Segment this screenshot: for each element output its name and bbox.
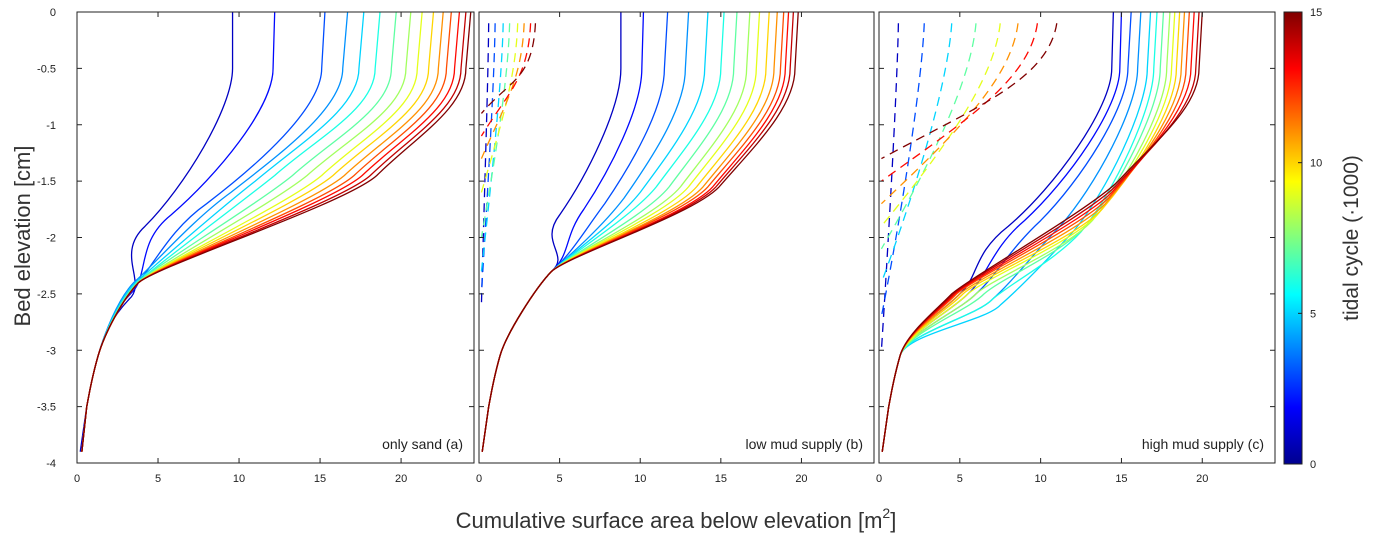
panel-1: 0 5 10 15 20 0 -0.5 -1 -1.5 -2 -2.5 -3 -3.5 -4 only sa… [37, 7, 475, 485]
series-line-15 [81, 11, 472, 452]
y-tick-label: -4 [46, 458, 56, 470]
series-line-3 [481, 11, 669, 452]
y-tick-label: -2 [46, 233, 56, 245]
series-line-12 [881, 11, 1190, 452]
colorbar-tick-label: 10 [1310, 158, 1322, 170]
panels: 0 5 10 15 20 0 -0.5 -1 -1.5 -2 -2.5 -3 -3.5 -4 only sa… [37, 7, 1276, 485]
x-tick-label: 20 [395, 473, 407, 485]
series-line-8 [481, 11, 751, 452]
series-line-12 [81, 11, 452, 452]
x-tick-label: 0 [876, 473, 882, 485]
series-line-5 [81, 11, 365, 452]
y-tick-label: -3.5 [37, 402, 56, 414]
dashed-series-line-7 [880, 23, 977, 250]
x-axis-title-superscript: 2 [882, 505, 890, 521]
series-line-3 [881, 11, 1132, 452]
x-tick-label: 10 [1035, 473, 1047, 485]
colorbar-title: tidal cycle (·1000) [1340, 155, 1363, 321]
y-tick-label: -0.5 [37, 63, 56, 75]
series-line-4 [81, 11, 349, 452]
series-line-6 [481, 11, 725, 452]
x-tick-label: 20 [1196, 473, 1208, 485]
series-line-11 [81, 11, 444, 452]
dashed-series-line-1 [480, 23, 490, 306]
series-line-4 [881, 11, 1142, 452]
series-line-2 [481, 11, 645, 452]
dashed-series-line-11 [480, 23, 525, 159]
dashed-series-line-1 [880, 23, 900, 351]
series-line-1 [79, 12, 234, 452]
x-tick-label: 15 [314, 473, 326, 485]
series-line-6 [881, 11, 1158, 452]
y-tick-label: 0 [50, 7, 56, 19]
panel-label: high mud supply (c) [1142, 436, 1264, 452]
series-line-14 [881, 11, 1200, 452]
series-line-10 [881, 11, 1181, 452]
dashed-series-line-9 [880, 23, 1001, 227]
colorbar-tick-label: 5 [1310, 308, 1316, 320]
series-line-15 [881, 11, 1203, 452]
x-tick-label: 5 [155, 473, 161, 485]
series-line-15 [481, 11, 799, 452]
x-axis-title: Cumulative surface area below elevation … [456, 505, 897, 533]
dashed-series-line-13 [480, 23, 532, 137]
series-line-7 [881, 11, 1165, 452]
series-line-7 [481, 11, 738, 452]
colorbar-tick-label: 15 [1310, 7, 1322, 19]
x-tick-label: 5 [557, 473, 563, 485]
dashed-series-line-5 [480, 23, 504, 272]
y-tick-label: -1.5 [37, 176, 56, 188]
colorbar: 0 5 10 15 [1283, 7, 1322, 471]
x-axis-title-close: ] [890, 508, 896, 533]
series-line-5 [481, 11, 709, 452]
panel-2: 0 5 10 15 20 low mud supply (b) [476, 11, 875, 485]
series-line-8 [81, 11, 412, 452]
y-tick-label: -3 [46, 345, 56, 357]
dashed-series-line-15 [480, 23, 537, 114]
colorbar-gradient [1283, 11, 1303, 465]
x-tick-label: 5 [957, 473, 963, 485]
series-line-14 [481, 11, 795, 452]
panel-frame [478, 11, 875, 464]
panel-3: 0 5 10 15 20 high mud supply (c) [876, 11, 1276, 485]
dashed-series-line-3 [880, 23, 925, 317]
series-line-3 [81, 11, 326, 452]
dashed-series-line-5 [880, 23, 953, 283]
x-tick-label: 0 [74, 473, 80, 485]
x-tick-label: 20 [795, 473, 807, 485]
y-axis-title: Bed elevation [cm] [10, 146, 35, 327]
panel-label: only sand (a) [382, 436, 463, 452]
y-tick-label: -1 [46, 120, 56, 132]
x-tick-label: 10 [233, 473, 245, 485]
dashed-series-line-11 [880, 23, 1019, 205]
series-line-10 [481, 11, 770, 452]
x-tick-label: 15 [1115, 473, 1127, 485]
dashed-series-line-7 [480, 23, 511, 238]
dashed-series-line-15 [881, 23, 1058, 160]
y-tick-label: -2.5 [37, 289, 56, 301]
x-tick-label: 15 [715, 473, 727, 485]
panel-frame [878, 11, 1276, 464]
series-line-13 [881, 11, 1195, 452]
panel-label: low mud supply (b) [746, 436, 864, 452]
series-line-11 [881, 11, 1186, 452]
series-line-13 [81, 11, 461, 452]
x-tick-label: 0 [476, 473, 482, 485]
x-axis-title-main: Cumulative surface area below elevation … [456, 508, 883, 533]
colorbar-tick-label: 0 [1310, 459, 1316, 471]
series-line-6 [81, 11, 381, 452]
dashed-series-line-13 [881, 23, 1039, 182]
x-tick-label: 10 [634, 473, 646, 485]
